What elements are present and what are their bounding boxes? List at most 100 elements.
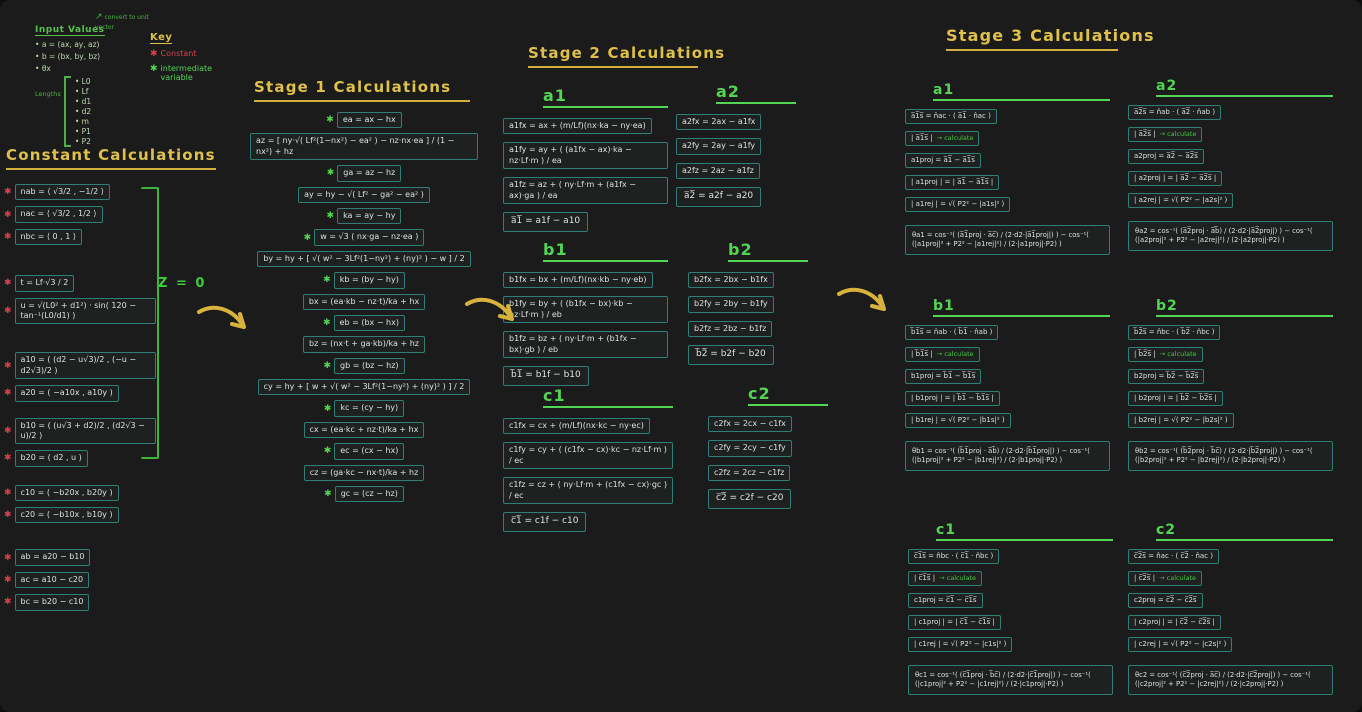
stage2-b1-list: b1fx = bx + (m/Lf)(nx·kb − ny·eb) b1fy = … bbox=[503, 272, 668, 386]
theta-formula-box: θc2 = cos⁻¹( (c̅2̅proj · a̅c̅) / (2·d2·|… bbox=[1128, 665, 1333, 696]
stage2-title: Stage 2 Calculations bbox=[528, 44, 724, 68]
stage1-formula-row: ✱ ga = az − hz bbox=[326, 165, 402, 182]
constant-formula-row: ✱ b10 = ( (u√3 + d2)/2 , (d2√3 − u)/2 ) bbox=[4, 417, 156, 445]
stage2-block-a1: a1 a1fx = ax + (m/Lf)(nx·ka − ny·ea) a1fy… bbox=[503, 86, 668, 232]
calculate-note: → calculate bbox=[936, 350, 974, 359]
formula-box: c1proj = c̅1̅ − c̅1̅s̅ bbox=[908, 593, 983, 609]
formula-box: c̅2̅ = c2f − c20 bbox=[708, 489, 792, 509]
formula-box: a̅1̅ = a1f − a10 bbox=[503, 211, 589, 232]
stage2-c2-list: c2fx = 2cx − c1fx c2fy = 2cy − c1fy c2fz =… bbox=[708, 416, 828, 509]
calculate-note: → calculate bbox=[939, 574, 977, 583]
length-item: Lf bbox=[75, 87, 91, 96]
intermediate-star-icon: ✱ bbox=[326, 168, 335, 179]
stage1-formula-row: ✱ gb = (bz − hz) bbox=[323, 357, 405, 375]
formula-box: | b2proj | = | b̅2̅ − b̅2̅s̅ | bbox=[1128, 391, 1223, 407]
stage3-block-c1: c1 c̅1̅s̅ = n̂bc · ( c̅1̅ · n̂bc ) | c̅1… bbox=[908, 522, 1113, 696]
formula-box: | b̅1̅s̅ | → calculate bbox=[905, 347, 980, 363]
intermediate-star-icon: ✱ bbox=[323, 446, 332, 457]
formula-box: b20 = ( d2 , u ) bbox=[14, 450, 88, 467]
constant-star-icon: ✱ bbox=[4, 453, 12, 464]
formula-box: | b1rej | = √( P2² − |b1s|² ) bbox=[905, 413, 1011, 429]
stage1-formula-row: ✱ az = [ ny·√( Lf²(1−nx²) − ea² ) − nz·n… bbox=[250, 133, 478, 161]
formula-box: az = [ ny·√( Lf²(1−nx²) − ea² ) − nz·nx·… bbox=[250, 133, 478, 161]
constant-formula-row: ✱ b20 = ( d2 , u ) bbox=[4, 450, 156, 467]
formula-box: a2fx = 2ax − a1fx bbox=[676, 114, 762, 131]
formula-box: c2proj = c̅2̅ − c̅2̅s̅ bbox=[1128, 593, 1203, 609]
constant-star-icon: ✱ bbox=[150, 49, 158, 59]
stage2-a1-label: a1 bbox=[543, 86, 668, 108]
constant-star-icon: ✱ bbox=[4, 209, 12, 220]
stage3-c2-label: c2 bbox=[1156, 522, 1333, 541]
z-equals-zero-note: Z = 0 bbox=[158, 276, 207, 291]
constant-formula-row: ✱ nbc = ⟨ 0 , 1 ⟩ bbox=[4, 228, 156, 246]
formula-box: kb = (by − hy) bbox=[333, 272, 405, 289]
stage1-formula-row: ✱ ea = ax − hx bbox=[326, 112, 402, 129]
flow-arrow-stage2-to-stage3-icon bbox=[837, 287, 886, 311]
stage1-formula-list: ✱ ea = ax − hx ✱ az = [ ny·√( Lf²(1−nx²)… bbox=[250, 112, 478, 503]
lengths-label: Lengths bbox=[35, 90, 61, 98]
constant-formula-row: ✱ c10 = ( −b20x , b20y ) bbox=[4, 484, 156, 502]
key-intermediate-label: intermediate variable bbox=[160, 63, 213, 83]
constant-calculations-title: Constant Calculations bbox=[6, 146, 216, 170]
formula-box: b1proj = b̅1̅ − b̅1̅s̅ bbox=[905, 369, 982, 385]
key-panel: Key ✱ Constant ✱ intermediate variable bbox=[150, 32, 230, 87]
formula-box: | c2proj | = | c̅2̅ − c̅2̅s̅ | bbox=[1128, 615, 1221, 631]
formula-box: c2fx = 2cx − c1fx bbox=[708, 416, 792, 433]
constant-star-icon: ✱ bbox=[4, 552, 12, 563]
length-item: d1 bbox=[75, 97, 92, 106]
formula-box: c̅1̅ = c1f − c10 bbox=[503, 511, 587, 532]
constant-star-icon: ✱ bbox=[4, 597, 12, 608]
constant-star-icon: ✱ bbox=[4, 575, 12, 586]
input-value-item: θx bbox=[35, 64, 145, 73]
input-values-list: a = (ax, ay, az) b = (bx, by, bz) θx bbox=[35, 40, 145, 73]
intermediate-star-icon: ✱ bbox=[326, 211, 335, 222]
theta-formula-box: θa2 = cos⁻¹( (a̅2̅proj · a̅b̅) / (2·d2·|… bbox=[1128, 221, 1333, 252]
formula-box: c2fy = 2cy − c1fy bbox=[708, 440, 792, 457]
formula-box: b2proj = b̅2̅ − b̅2̅s̅ bbox=[1128, 369, 1205, 385]
constant-formula-row: ✱ c20 = ( −b10x , b10y ) bbox=[4, 507, 156, 524]
key-intermediate-row: ✱ intermediate variable bbox=[150, 64, 230, 83]
formula-box: ac = a10 − c20 bbox=[14, 571, 90, 589]
formula-box: | b1proj | = | b̅1̅ − b̅1̅s̅ | bbox=[905, 391, 1000, 407]
stage1-formula-row: ✱ bx = (ea·kb − nz·t)/ka + hx bbox=[302, 293, 426, 310]
formula-box: | a1proj | = | a̅1̅ − a̅1̅s̅ | bbox=[905, 175, 1000, 191]
formula-box: c2fz = 2cz − c1fz bbox=[708, 464, 791, 482]
formula-box: b10 = ( (u√3 + d2)/2 , (d2√3 − u)/2 ) bbox=[14, 417, 156, 445]
lengths-bracket bbox=[63, 76, 71, 147]
calculate-note: → calculate bbox=[1159, 350, 1197, 359]
formula-box: b1fx = bx + (m/Lf)(nx·kb − ny·eb) bbox=[503, 272, 653, 289]
formula-box: ga = az − hz bbox=[337, 165, 402, 182]
stage3-block-b1: b1 b̅1̅s̅ = n̂ab · ( b̅1̅ · n̂ab ) | b̅1… bbox=[905, 298, 1110, 472]
stage2-block-a2: a2 a2fx = 2ax − a1fx a2fy = 2ay − a1fy a2f… bbox=[676, 82, 796, 207]
theta-formula-box: θa1 = cos⁻¹( (a̅1̅proj · a̅c̅) / (2·d2·|… bbox=[905, 225, 1110, 256]
constant-star-icon: ✱ bbox=[4, 510, 12, 521]
theta-formula-box: θc1 = cos⁻¹( (c̅1̅proj · b̅c̅) / (2·d2·|… bbox=[908, 665, 1113, 696]
formula-box: a20 = ( −a10x , a10y ) bbox=[14, 385, 119, 402]
intermediate-star-icon: ✱ bbox=[150, 63, 158, 74]
stage3-c1-label: c1 bbox=[936, 522, 1113, 541]
length-item: d2 bbox=[75, 107, 92, 116]
formula-box: c1fy = cy + ( (c1fx − cx)·kc − nz·Lf·m )… bbox=[503, 442, 673, 470]
key-constant-row: ✱ Constant bbox=[150, 49, 230, 60]
constant-formula-row: ✱ bc = b20 − c10 bbox=[4, 594, 156, 611]
formula-box: ay = hy − √( Lf² − ga² − ea² ) bbox=[298, 186, 430, 203]
key-constant-label: Constant bbox=[160, 49, 197, 58]
formula-box: ec = (cx − hx) bbox=[334, 443, 405, 460]
lengths-list: L0Lfd1d2mP1P2 bbox=[75, 76, 92, 147]
intermediate-star-icon: ✱ bbox=[323, 275, 331, 286]
calculate-note: → calculate bbox=[936, 134, 974, 143]
stage1-title: Stage 1 Calculations bbox=[254, 78, 470, 102]
stage3-c1-list: c̅1̅s̅ = n̂bc · ( c̅1̅ · n̂bc ) | c̅1̅s̅… bbox=[908, 549, 1113, 653]
constant-star-icon: ✱ bbox=[4, 388, 12, 399]
key-title: Key bbox=[150, 32, 173, 44]
constants-group-bracket bbox=[141, 187, 159, 459]
stage1-formula-row: ✱ eb = (bx − hx) bbox=[323, 314, 405, 332]
formula-box: b̅1̅s̅ = n̂ab · ( b̅1̅ · n̂ab ) bbox=[905, 325, 999, 341]
formula-box: | a1rej | = √( P2² − |a1s|² ) bbox=[905, 197, 1011, 213]
formula-box: c1fx = cx + (m/Lf)(nx·kc − ny·ec) bbox=[503, 418, 650, 435]
stage1-formula-row: ✱ kb = (by − hy) bbox=[323, 272, 405, 289]
intermediate-star-icon: ✱ bbox=[324, 489, 332, 500]
stage2-block-c2: c2 c2fx = 2cx − c1fx c2fy = 2cy − c1fy c2f… bbox=[708, 384, 828, 509]
constant-star-icon: ✱ bbox=[4, 278, 12, 289]
